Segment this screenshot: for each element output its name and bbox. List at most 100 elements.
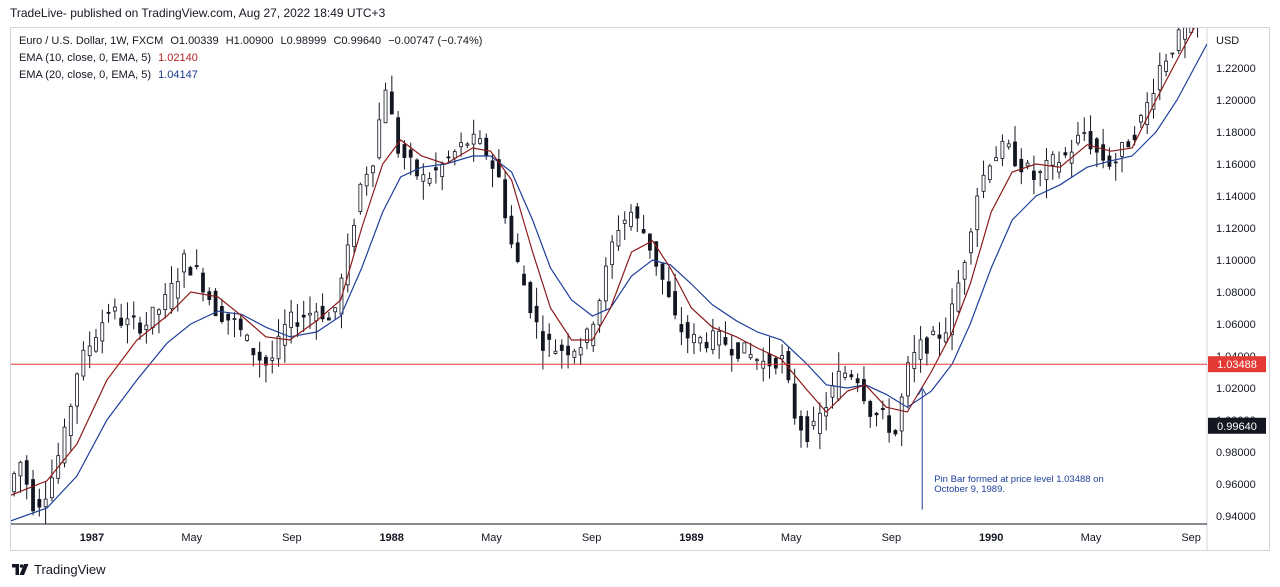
y-tick-label: 1.12000 (1216, 223, 1256, 235)
x-tick-label: May (481, 532, 502, 544)
candle-down (138, 322, 142, 334)
candle-up (478, 138, 482, 144)
candle-down (849, 374, 854, 378)
candle-down (541, 331, 545, 351)
y-tick-label: 1.22000 (1216, 63, 1256, 75)
candle-down (862, 379, 866, 402)
x-tick-label: 1987 (80, 532, 104, 544)
candle-down (389, 91, 394, 115)
candle-up (748, 354, 753, 359)
candle-up (572, 350, 577, 358)
y-tick-label: 1.20000 (1216, 95, 1256, 107)
candle-down (547, 333, 552, 340)
horizontal-level-tag (1208, 356, 1266, 373)
candle-down (194, 265, 199, 268)
candle-down (402, 144, 407, 158)
candle-down (251, 348, 256, 356)
chart-frame[interactable] (10, 27, 1270, 551)
candle-up (931, 330, 936, 336)
candle-down (874, 412, 879, 416)
candle-up (1176, 29, 1181, 51)
candle-up (175, 281, 180, 299)
candle-up (906, 362, 910, 397)
candle-down (320, 305, 325, 320)
legend-open: O1.00339 (170, 35, 219, 47)
candle-down (257, 351, 262, 361)
legend-ema20-label: EMA (20, close, 0, EMA, 5) (19, 69, 152, 81)
last-price-label: 0.99640 (1217, 421, 1257, 433)
candle-down (1113, 161, 1118, 164)
candle-up (232, 318, 237, 321)
candle-down (1101, 144, 1106, 161)
candle-up (50, 477, 54, 499)
candle-down (559, 344, 564, 351)
candle-up (755, 359, 759, 362)
candle-down (924, 337, 929, 354)
x-tick-label: 1988 (379, 532, 403, 544)
candle-up (75, 373, 79, 407)
candle-down (1019, 158, 1024, 173)
y-tick-label: 1.06000 (1216, 319, 1256, 331)
tradingview-logo-icon (12, 564, 29, 575)
candle-up (1006, 143, 1011, 148)
candle-up (742, 342, 747, 354)
candle-down (666, 281, 671, 298)
candle-up (975, 195, 980, 231)
candle-down (408, 149, 413, 158)
footer-brand[interactable]: TradingView (12, 562, 106, 577)
candle-up (1025, 162, 1030, 167)
candle-down (528, 282, 533, 314)
candle-up (144, 324, 149, 330)
legend-symbol-row[interactable]: Euro / U.S. Dollar, 1W, FXCM O1.00339 H1… (19, 35, 486, 47)
legend-ema10-label: EMA (10, close, 0, EMA, 5) (19, 52, 152, 64)
candle-down (219, 306, 224, 322)
candle-down (654, 241, 659, 267)
candle-up (987, 165, 992, 180)
legend-ema20-row[interactable]: EMA (20, close, 0, EMA, 5) 1.04147 (19, 69, 202, 81)
footer-brand-label: TradingView (34, 562, 106, 577)
candle-up (112, 306, 117, 312)
candle-up (94, 337, 98, 352)
candle-up (62, 426, 67, 464)
candle-up (352, 224, 356, 247)
candle-up (182, 253, 187, 273)
candle-down (660, 263, 665, 280)
candle-down (1013, 141, 1017, 167)
candle-down (641, 229, 646, 234)
candle-down (937, 334, 942, 339)
legend-symbol: Euro / U.S. Dollar, 1W, FXCM (19, 35, 164, 47)
candle-up (994, 157, 999, 162)
annotation-text-line1: Pin Bar formed at price level 1.03488 on (934, 474, 1104, 485)
candle-up (440, 163, 445, 177)
candle-down (24, 460, 29, 485)
candle-down (188, 266, 193, 276)
x-tick-label: May (181, 532, 202, 544)
candle-down (226, 313, 231, 321)
candle-up (553, 350, 558, 354)
y-tick-label: 0.94000 (1216, 511, 1256, 523)
candle-up (1189, 28, 1194, 33)
candle-up (830, 385, 835, 398)
ema20-line (11, 43, 1207, 522)
candle-up (710, 330, 715, 350)
y-tick-label: 0.96000 (1216, 479, 1256, 491)
candle-down (446, 156, 451, 159)
candle-up (603, 265, 608, 302)
annotation-arrow-head (917, 386, 927, 396)
x-tick-label: Sep (282, 532, 302, 544)
candle-up (692, 333, 696, 344)
candle-up (836, 370, 841, 400)
candle-up (780, 355, 785, 360)
legend-ema10-row[interactable]: EMA (10, close, 0, EMA, 5) 1.02140 (19, 52, 202, 64)
x-tick-label: Sep (1181, 532, 1201, 544)
candle-up (1139, 115, 1143, 123)
candle-up (452, 151, 457, 159)
legend-high: H1.00900 (225, 35, 274, 47)
candle-up (1145, 102, 1150, 125)
y-tick-label: 1.18000 (1216, 127, 1256, 139)
candle-up (68, 406, 73, 436)
candle-up (899, 396, 904, 432)
legend-ema20-value: 1.04147 (158, 69, 198, 81)
legend-low: L0.98999 (280, 35, 327, 47)
